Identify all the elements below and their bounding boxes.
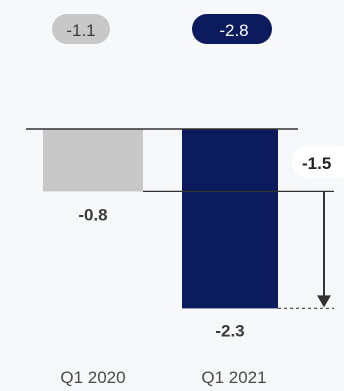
badge-q1-2020: -1.1 <box>52 14 110 44</box>
badge-q1-2020-pill <box>52 14 110 44</box>
badge-q1-2021-pill <box>192 14 272 44</box>
category-label-q1-2021: Q1 2021 <box>201 368 266 387</box>
value-label-q1-2020: -0.8 <box>78 205 107 224</box>
difference-arrow-head <box>317 295 331 308</box>
badge-q1-2021: -2.8 <box>192 14 272 44</box>
category-label-q1-2020: Q1 2020 <box>60 368 125 387</box>
badge-q1-2021-label: -2.8 <box>219 21 248 40</box>
value-label-q1-2021: -2.3 <box>215 321 244 340</box>
difference-badge-pill <box>292 146 344 178</box>
difference-badge: -1.5 <box>292 146 344 178</box>
difference-badge-label: -1.5 <box>302 154 331 173</box>
bar-q1-2021 <box>182 129 278 309</box>
bar-q1-2020 <box>43 129 143 192</box>
badge-q1-2020-label: -1.1 <box>66 21 95 40</box>
